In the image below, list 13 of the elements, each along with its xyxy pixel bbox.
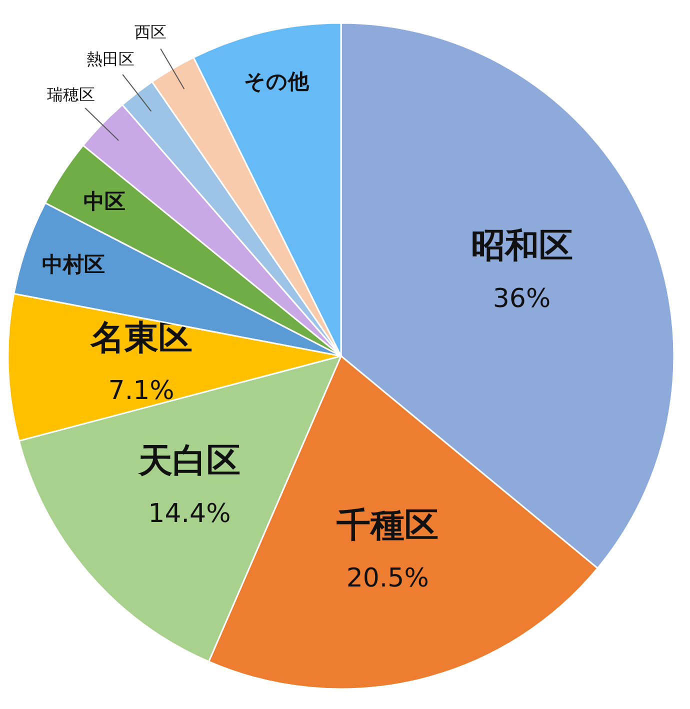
data-label: 7.1% xyxy=(108,376,174,406)
slice-label: 天白区 xyxy=(137,441,240,482)
slice-label: 昭和区 xyxy=(470,226,573,266)
data-label: 14.4% xyxy=(148,499,231,530)
slice-label: 西区 xyxy=(134,22,166,42)
slice-label: 中村区 xyxy=(42,252,105,276)
slice-label: その他 xyxy=(244,69,310,94)
slice-label: 中区 xyxy=(83,190,126,214)
slice-label: 瑞穂区 xyxy=(46,85,95,104)
slice-label: 千種区 xyxy=(336,505,439,546)
slice-label: 熱田区 xyxy=(86,50,134,69)
data-label: 20.5% xyxy=(346,563,429,594)
data-label: 36% xyxy=(492,284,551,314)
